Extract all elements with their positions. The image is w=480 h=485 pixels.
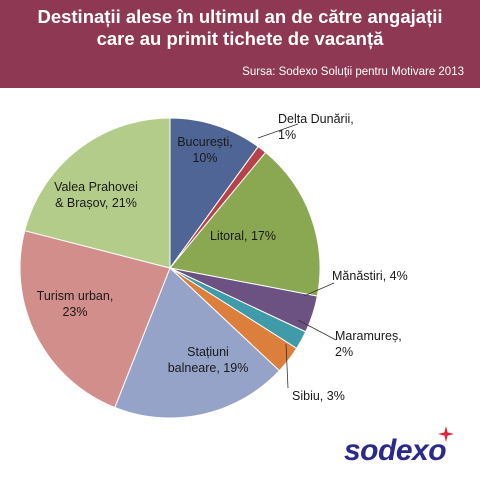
sodexo-logo-text: sodexo: [344, 434, 447, 467]
slice-label-statiuni-balneare: Stațiuni balneare, 19%: [168, 345, 249, 375]
pie-slice-turism-urban: [19, 230, 171, 409]
slice-label-valea-prahovei-brasov: Valea Prahovei & Brașov, 21%: [54, 180, 138, 210]
slice-label-maramures: Maramureș, 2%: [335, 329, 402, 359]
star-icon: [438, 426, 454, 442]
slice-label-delta-dunarii: Delta Dunării, 1%: [278, 112, 354, 142]
chart-title-line-2: care au primit tichete de vacanță: [96, 28, 384, 49]
leader-line-manastiri: [303, 282, 335, 297]
slice-label-bucuresti: București, 10%: [177, 135, 233, 165]
chart-source: Sursa: Sodexo Soluții pentru Motivare 20…: [242, 66, 464, 78]
slice-label-sibiu: Sibiu, 3%: [292, 389, 345, 403]
chart-title: Destinații alese în ultimul an de către …: [12, 6, 468, 50]
pie-slice-litoral: [169, 151, 321, 297]
slice-label-manastiri: Mănăstiri, 4%: [332, 269, 408, 283]
slice-label-litoral: Litoral, 17%: [210, 229, 276, 243]
pie-slice-statiuni-balneare: [114, 267, 281, 419]
chart-header: Destinații alese în ultimul an de către …: [0, 0, 480, 88]
sodexo-logo: sodexo: [344, 426, 464, 474]
slice-label-turism-urban: Turism urban, 23%: [37, 289, 114, 319]
leader-line-delta-dunarii: [257, 123, 299, 139]
leader-line-sibiu: [285, 343, 289, 389]
leader-line-maramures: [297, 319, 337, 341]
pie-slice-valea-prahovei-brasov: [24, 117, 171, 269]
pie-slice-bucuresti: [169, 117, 259, 270]
chart-title-line-1: Destinații alese în ultimul an de către …: [37, 6, 443, 27]
pie-chart: București, 10% Delta Dunării, 1% Litoral, 17…: [19, 112, 408, 419]
pie-chart-area: București, 10% Delta Dunării, 1% Litoral, 17…: [0, 88, 480, 480]
